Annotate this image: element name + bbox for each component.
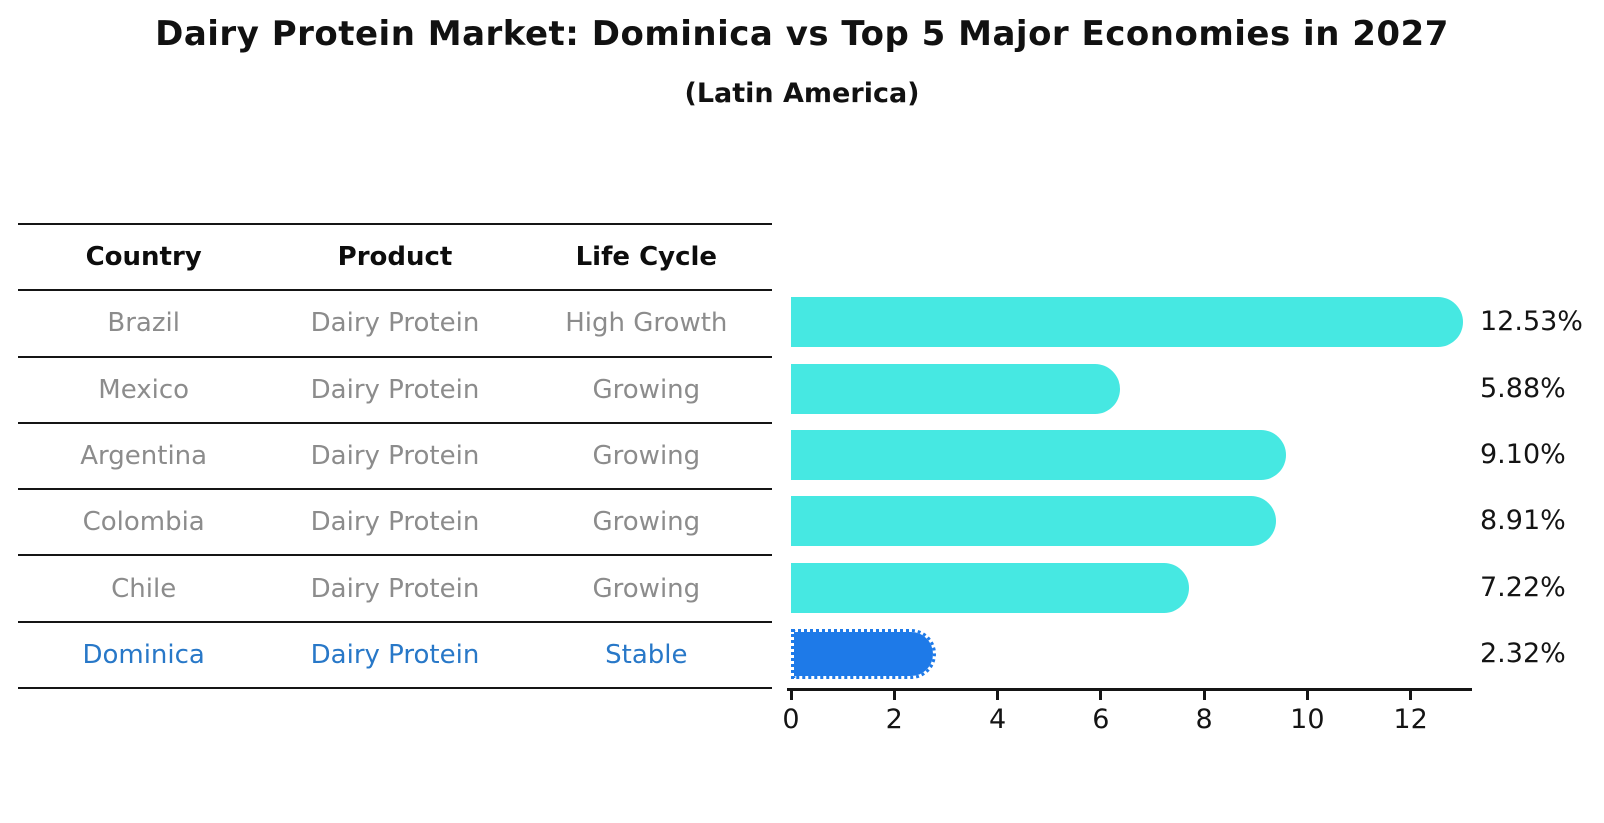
table-header-product: Product	[269, 222, 521, 291]
cell-product: Dairy Protein	[269, 421, 521, 490]
tick-label: 0	[782, 704, 800, 735]
cell-life-cycle: High Growth	[520, 289, 772, 357]
tick-label: 10	[1290, 704, 1325, 735]
value-label-argentina: 9.10%	[1480, 439, 1566, 471]
x-axis-line	[787, 688, 1472, 691]
value-label-chile: 7.22%	[1480, 571, 1566, 603]
bar-argentina	[791, 430, 1286, 481]
cell-country: Brazil	[18, 289, 270, 357]
table-row-colombia: Colombia Dairy Protein Growing	[18, 488, 772, 556]
cell-life-cycle: Growing	[520, 554, 772, 622]
cell-country: Argentina	[18, 421, 270, 490]
value-label-brazil: 12.53%	[1480, 306, 1583, 338]
chart-title: Dairy Protein Market: Dominica vs Top 5 …	[155, 14, 1449, 54]
tick-label: 6	[1092, 704, 1110, 735]
tick-mark	[1409, 690, 1413, 700]
tick-mark	[892, 690, 896, 700]
tick-mark	[1202, 690, 1206, 700]
tick-mark	[789, 690, 793, 700]
bar-brazil	[791, 297, 1463, 348]
table-header-country: Country	[18, 222, 270, 291]
table-row-mexico: Mexico Dairy Protein Growing	[18, 355, 772, 423]
cell-product: Dairy Protein	[269, 355, 521, 423]
value-label-dominica: 2.32%	[1480, 637, 1566, 669]
cell-product: Dairy Protein	[269, 488, 521, 556]
bar-mexico	[791, 363, 1120, 414]
chart-subtitle: (Latin America)	[684, 78, 920, 109]
bar-chile	[791, 562, 1189, 613]
cell-country: Colombia	[18, 488, 270, 556]
cell-country: Chile	[18, 554, 270, 622]
table-header-row: Country Product Life Cycle	[18, 222, 772, 291]
table-row-chile: Chile Dairy Protein Growing	[18, 554, 772, 622]
bar-dominica	[791, 628, 936, 679]
tick-label: 2	[885, 704, 903, 735]
tick-label: 4	[988, 704, 1007, 735]
table-header-life-cycle: Life Cycle	[520, 222, 772, 291]
tick-mark	[1099, 690, 1103, 700]
value-label-colombia: 8.91%	[1480, 505, 1566, 537]
cell-life-cycle: Growing	[520, 355, 772, 423]
country-table: Country Product Life Cycle Brazil Dairy …	[18, 222, 772, 690]
cell-product: Dairy Protein	[269, 289, 521, 357]
bar-colombia	[791, 496, 1277, 547]
cell-product: Dairy Protein	[269, 620, 521, 689]
value-label-mexico: 5.88%	[1480, 372, 1566, 404]
tick-label: 8	[1195, 704, 1213, 735]
tick-mark	[996, 690, 1000, 700]
tick-label: 12	[1393, 704, 1428, 735]
cell-life-cycle: Growing	[520, 421, 772, 490]
cell-country: Dominica	[18, 620, 270, 689]
cell-life-cycle: Growing	[520, 488, 772, 556]
cell-product: Dairy Protein	[269, 554, 521, 622]
cell-country: Mexico	[18, 355, 270, 423]
bar-plot: 0 2 4 6 8 10 12	[782, 223, 1472, 735]
table-row-dominica: Dominica Dairy Protein Stable	[18, 620, 772, 689]
table-row-argentina: Argentina Dairy Protein Growing	[18, 421, 772, 490]
cell-life-cycle: Stable	[520, 620, 772, 689]
tick-mark	[1305, 690, 1309, 700]
table-row-brazil: Brazil Dairy Protein High Growth	[18, 289, 772, 357]
